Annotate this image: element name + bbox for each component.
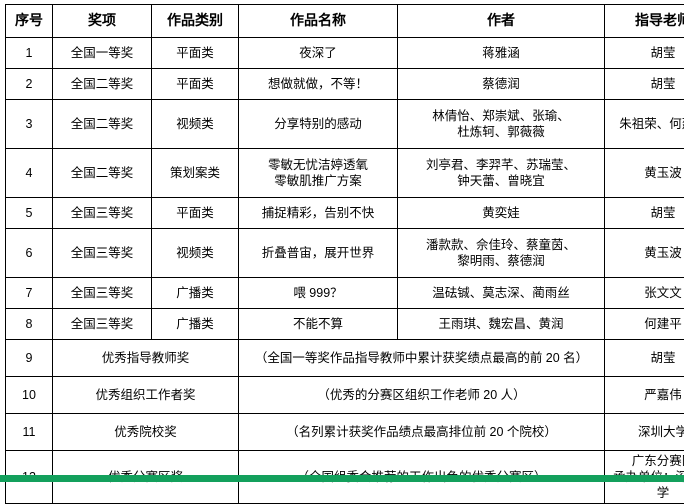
table-row: 11 优秀院校奖 （名列累计获奖作品绩点最高排位前 20 个院校） 深圳大学 xyxy=(6,414,684,451)
cell-seq: 1 xyxy=(6,38,53,69)
bottom-accent-bar xyxy=(0,475,684,482)
cell-work-name: 不能不算 xyxy=(239,309,398,340)
cell-advisor: 黄玉波 xyxy=(605,149,684,198)
cell-work-name: 喂 999？ xyxy=(239,278,398,309)
column-header-work-name: 作品名称 xyxy=(239,5,398,38)
table-row: 4 全国二等奖 策划案类 零敏无忧洁婷透氧 零敏肌推广方案 刘亭君、李羿芊、苏瑞… xyxy=(6,149,684,198)
cell-award: 全国二等奖 xyxy=(53,69,152,100)
cell-work-name: 夜深了 xyxy=(239,38,398,69)
table-row: 8 全国三等奖 广播类 不能不算 王雨琪、魏宏昌、黄润 何建平 xyxy=(6,309,684,340)
cell-category: 平面类 xyxy=(152,198,239,229)
cell-award: 优秀指导教师奖 xyxy=(53,340,239,377)
cell-description: （名列累计获奖作品绩点最高排位前 20 个院校） xyxy=(239,414,605,451)
cell-work-name: 折叠普宙，展开世界 xyxy=(239,229,398,278)
table-row: 2 全国二等奖 平面类 想做就做，不等！ 蔡德润 胡莹 xyxy=(6,69,684,100)
cell-seq: 7 xyxy=(6,278,53,309)
cell-seq: 9 xyxy=(6,340,53,377)
cell-award: 优秀院校奖 xyxy=(53,414,239,451)
cell-author: 潘款款、佘佳玲、蔡童茵、 黎明雨、蔡德润 xyxy=(398,229,605,278)
column-header-award: 奖项 xyxy=(53,5,152,38)
cell-category: 策划案类 xyxy=(152,149,239,198)
table-header: 序号 奖项 作品类别 作品名称 作者 指导老师 xyxy=(6,5,684,38)
table-row: 9 优秀指导教师奖 （全国一等奖作品指导教师中累计获奖绩点最高的前 20 名） … xyxy=(6,340,684,377)
cell-category: 视频类 xyxy=(152,100,239,149)
cell-seq: 2 xyxy=(6,69,53,100)
cell-award: 全国三等奖 xyxy=(53,278,152,309)
cell-advisor: 张文文 xyxy=(605,278,684,309)
cell-author: 王雨琪、魏宏昌、黄润 xyxy=(398,309,605,340)
table-body: 1 全国一等奖 平面类 夜深了 蒋雅涵 胡莹 2 全国二等奖 平面类 想做就做，… xyxy=(6,38,684,504)
cell-category: 广播类 xyxy=(152,309,239,340)
table-row: 10 优秀组织工作者奖 （优秀的分赛区组织工作老师 20 人） 严嘉伟 xyxy=(6,377,684,414)
cell-advisor: 朱祖荣、何建平 xyxy=(605,100,684,149)
cell-category: 平面类 xyxy=(152,69,239,100)
cell-author: 温砝铖、莫志深、蔺雨丝 xyxy=(398,278,605,309)
cell-category: 平面类 xyxy=(152,38,239,69)
award-results-table: 序号 奖项 作品类别 作品名称 作者 指导老师 1 全国一等奖 平面类 夜深了 … xyxy=(5,4,684,504)
cell-award: 全国一等奖 xyxy=(53,38,152,69)
cell-seq: 10 xyxy=(6,377,53,414)
page-root: 序号 奖项 作品类别 作品名称 作者 指导老师 1 全国一等奖 平面类 夜深了 … xyxy=(0,0,684,486)
cell-advisor: 胡莹 xyxy=(605,38,684,69)
cell-seq: 11 xyxy=(6,414,53,451)
cell-category: 视频类 xyxy=(152,229,239,278)
table-row: 3 全国二等奖 视频类 分享特别的感动 林倩怡、郑崇斌、张瑜、 杜炼轲、郭薇薇 … xyxy=(6,100,684,149)
cell-advisor: 胡莹 xyxy=(605,69,684,100)
table-row: 5 全国三等奖 平面类 捕捉精彩，告别不快 黄奕娃 胡莹 xyxy=(6,198,684,229)
cell-work-name: 零敏无忧洁婷透氧 零敏肌推广方案 xyxy=(239,149,398,198)
cell-advisor: 胡莹 xyxy=(605,198,684,229)
column-header-advisor: 指导老师 xyxy=(605,5,684,38)
cell-award: 全国二等奖 xyxy=(53,100,152,149)
cell-seq: 3 xyxy=(6,100,53,149)
cell-seq: 5 xyxy=(6,198,53,229)
cell-author: 林倩怡、郑崇斌、张瑜、 杜炼轲、郭薇薇 xyxy=(398,100,605,149)
cell-work-name: 分享特别的感动 xyxy=(239,100,398,149)
cell-seq: 6 xyxy=(6,229,53,278)
cell-advisor: 深圳大学 xyxy=(605,414,684,451)
table-row: 6 全国三等奖 视频类 折叠普宙，展开世界 潘款款、佘佳玲、蔡童茵、 黎明雨、蔡… xyxy=(6,229,684,278)
cell-award: 全国三等奖 xyxy=(53,229,152,278)
table-row: 1 全国一等奖 平面类 夜深了 蒋雅涵 胡莹 xyxy=(6,38,684,69)
cell-advisor: 胡莹 xyxy=(605,340,684,377)
cell-award: 全国三等奖 xyxy=(53,198,152,229)
cell-author: 蒋雅涵 xyxy=(398,38,605,69)
cell-advisor: 黄玉波 xyxy=(605,229,684,278)
cell-seq: 8 xyxy=(6,309,53,340)
cell-work-name: 捕捉精彩，告别不快 xyxy=(239,198,398,229)
header-row: 序号 奖项 作品类别 作品名称 作者 指导老师 xyxy=(6,5,684,38)
cell-award: 全国二等奖 xyxy=(53,149,152,198)
cell-advisor: 严嘉伟 xyxy=(605,377,684,414)
cell-work-name: 想做就做，不等！ xyxy=(239,69,398,100)
cell-description: （全国一等奖作品指导教师中累计获奖绩点最高的前 20 名） xyxy=(239,340,605,377)
cell-award: 优秀组织工作者奖 xyxy=(53,377,239,414)
cell-author: 刘亭君、李羿芊、苏瑞莹、 钟天蕾、曾晓宜 xyxy=(398,149,605,198)
cell-award: 全国三等奖 xyxy=(53,309,152,340)
cell-seq: 4 xyxy=(6,149,53,198)
column-header-author: 作者 xyxy=(398,5,605,38)
table-row: 7 全国三等奖 广播类 喂 999？ 温砝铖、莫志深、蔺雨丝 张文文 xyxy=(6,278,684,309)
cell-category: 广播类 xyxy=(152,278,239,309)
column-header-seq: 序号 xyxy=(6,5,53,38)
cell-author: 黄奕娃 xyxy=(398,198,605,229)
column-header-category: 作品类别 xyxy=(152,5,239,38)
cell-advisor: 何建平 xyxy=(605,309,684,340)
cell-description: （优秀的分赛区组织工作老师 20 人） xyxy=(239,377,605,414)
cell-author: 蔡德润 xyxy=(398,69,605,100)
